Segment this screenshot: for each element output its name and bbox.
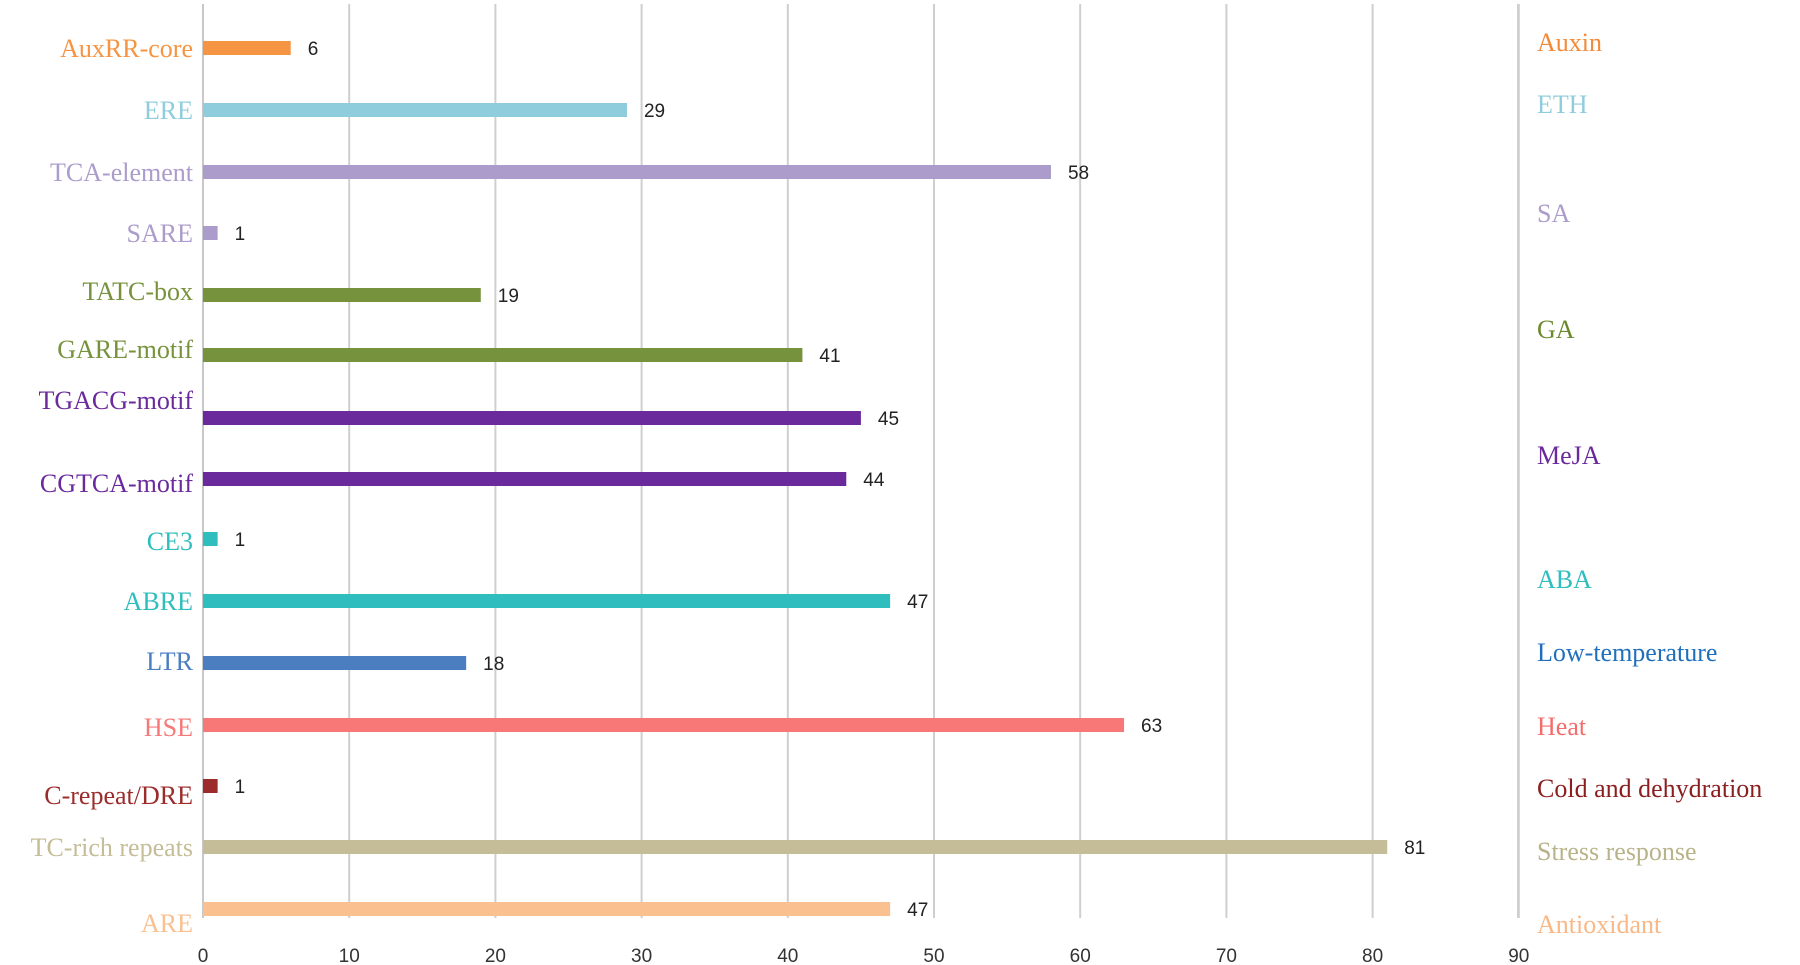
category-label: ARE	[141, 909, 193, 938]
group-label: Cold and dehydration	[1537, 774, 1762, 803]
bar	[203, 779, 218, 793]
data-label: 47	[907, 900, 928, 921]
data-label: 18	[483, 654, 504, 675]
bar	[203, 348, 803, 362]
data-label: 1	[235, 530, 246, 551]
category-label: GARE-motif	[57, 335, 193, 364]
data-label: 47	[907, 592, 928, 613]
x-tick-label: 10	[339, 946, 360, 965]
bar	[203, 165, 1051, 179]
x-tick-label: 70	[1216, 946, 1237, 965]
group-label: ABA	[1537, 565, 1592, 594]
data-label: 63	[1141, 716, 1162, 737]
data-label: 29	[644, 101, 665, 122]
x-tick-label: 80	[1362, 946, 1383, 965]
x-tick-label: 50	[923, 946, 944, 965]
bar	[203, 840, 1388, 854]
bar	[203, 532, 218, 546]
x-tick-label: 90	[1508, 946, 1529, 965]
bar	[203, 902, 891, 916]
category-label: AuxRR-core	[60, 34, 193, 63]
category-label: CE3	[147, 527, 193, 556]
x-tick-label: 60	[1070, 946, 1091, 965]
category-label: CGTCA-motif	[40, 469, 193, 498]
group-label: SA	[1537, 199, 1570, 228]
data-label: 41	[819, 346, 840, 367]
bar	[203, 656, 467, 670]
category-label: ABRE	[124, 587, 193, 616]
group-label: Auxin	[1537, 28, 1602, 57]
bar	[203, 103, 627, 117]
x-tick-label: 40	[777, 946, 798, 965]
bar	[203, 411, 861, 425]
bar	[203, 288, 481, 302]
x-tick-label: 20	[485, 946, 506, 965]
bar	[203, 472, 847, 486]
bar	[203, 226, 218, 240]
category-label: HSE	[144, 713, 193, 742]
group-label: Low-temperature	[1537, 638, 1717, 667]
group-label: GA	[1537, 315, 1575, 344]
x-tick-label: 30	[631, 946, 652, 965]
category-label: TATC-box	[82, 277, 193, 306]
data-label: 81	[1404, 838, 1425, 859]
group-label: ETH	[1537, 90, 1588, 119]
category-label: ERE	[144, 96, 193, 125]
data-label: 6	[308, 39, 319, 60]
category-label: TGACG-motif	[38, 386, 193, 415]
data-label: 1	[235, 224, 246, 245]
group-label: Heat	[1537, 712, 1587, 741]
category-label: C-repeat/DRE	[44, 781, 193, 810]
data-label: 44	[863, 470, 885, 491]
data-label: 58	[1068, 163, 1089, 184]
x-tick-label: 0	[198, 946, 209, 965]
category-label: TCA-element	[50, 158, 194, 187]
bar	[203, 718, 1125, 732]
data-label: 45	[878, 409, 899, 430]
category-label: TC-rich repeats	[31, 833, 193, 862]
bar	[203, 594, 891, 608]
data-label: 19	[498, 286, 519, 307]
group-label: Antioxidant	[1537, 910, 1662, 939]
data-label: 1	[235, 777, 246, 798]
category-label: LTR	[146, 647, 193, 676]
category-label: SARE	[127, 219, 193, 248]
group-label: Stress response	[1537, 837, 1697, 866]
group-label: MeJA	[1537, 441, 1601, 470]
bar	[203, 41, 291, 55]
